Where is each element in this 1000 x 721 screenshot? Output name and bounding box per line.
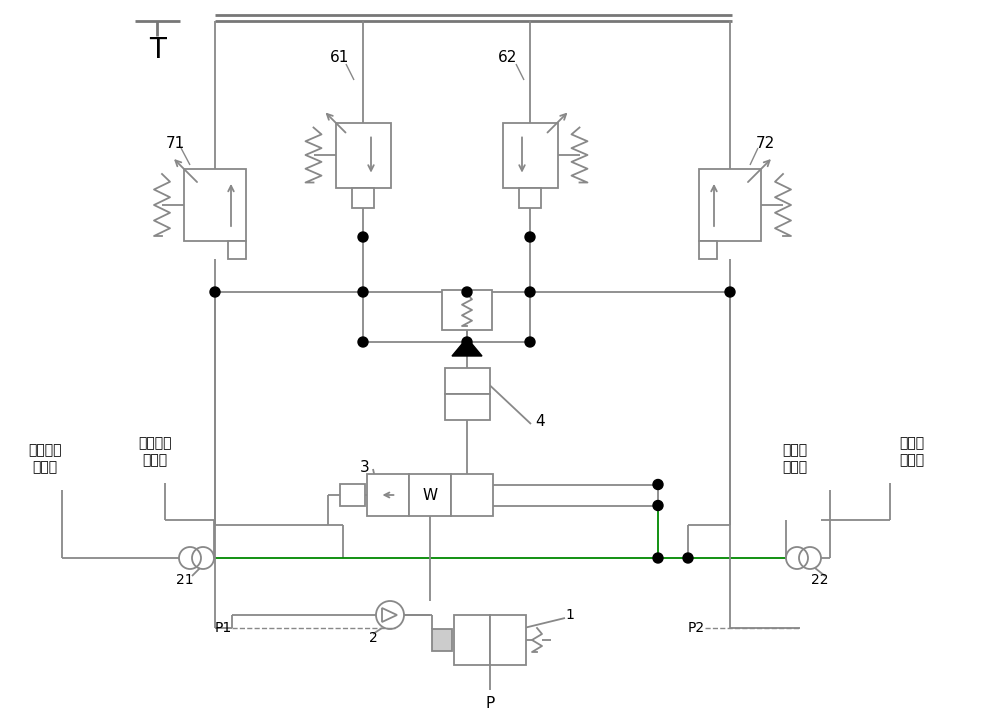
Circle shape: [525, 232, 535, 242]
Bar: [519, 187, 541, 208]
Text: P: P: [485, 696, 495, 710]
Text: 61: 61: [330, 50, 350, 66]
Text: 4: 4: [535, 415, 545, 430]
Text: 71: 71: [165, 136, 185, 151]
Circle shape: [210, 287, 220, 297]
Bar: [454, 615, 490, 665]
Text: 变幅负: 变幅负: [782, 443, 808, 457]
Bar: [451, 474, 493, 516]
Circle shape: [653, 500, 663, 510]
Circle shape: [462, 337, 472, 347]
Circle shape: [358, 287, 368, 297]
Text: 2: 2: [369, 631, 377, 645]
Text: 载压力: 载压力: [899, 453, 925, 467]
Text: 1: 1: [566, 608, 574, 622]
Text: 载压力: 载压力: [782, 460, 808, 474]
Text: 伸缩负: 伸缩负: [899, 436, 925, 450]
Bar: [503, 123, 558, 187]
Text: 62: 62: [498, 50, 518, 66]
Bar: [184, 169, 246, 241]
Bar: [409, 474, 451, 516]
Bar: [442, 290, 492, 330]
Text: P2: P2: [688, 621, 705, 635]
Text: 主卷扬负: 主卷扬负: [28, 443, 62, 457]
Bar: [699, 241, 717, 259]
Text: W: W: [422, 487, 438, 503]
Circle shape: [525, 287, 535, 297]
Bar: [352, 187, 374, 208]
Bar: [490, 615, 526, 665]
Text: 3: 3: [360, 459, 370, 474]
Text: 21: 21: [176, 573, 194, 587]
Bar: [432, 629, 452, 651]
Circle shape: [653, 479, 663, 490]
Text: 载压力: 载压力: [142, 453, 168, 467]
Bar: [228, 241, 246, 259]
Text: 载压力: 载压力: [32, 460, 58, 474]
Bar: [444, 394, 490, 420]
Bar: [444, 368, 490, 394]
Text: P1: P1: [215, 621, 232, 635]
Circle shape: [358, 337, 368, 347]
Bar: [336, 123, 390, 187]
Circle shape: [725, 287, 735, 297]
Polygon shape: [382, 608, 397, 622]
Bar: [367, 474, 409, 516]
Text: 22: 22: [811, 573, 829, 587]
Circle shape: [358, 232, 368, 242]
Circle shape: [683, 553, 693, 563]
Circle shape: [653, 553, 663, 563]
Bar: [699, 169, 761, 241]
Text: 72: 72: [755, 136, 775, 151]
Text: 副卷扬负: 副卷扬负: [138, 436, 172, 450]
Bar: [340, 484, 365, 506]
Polygon shape: [452, 338, 482, 356]
Text: T: T: [150, 36, 166, 64]
Circle shape: [525, 337, 535, 347]
Circle shape: [462, 287, 472, 297]
